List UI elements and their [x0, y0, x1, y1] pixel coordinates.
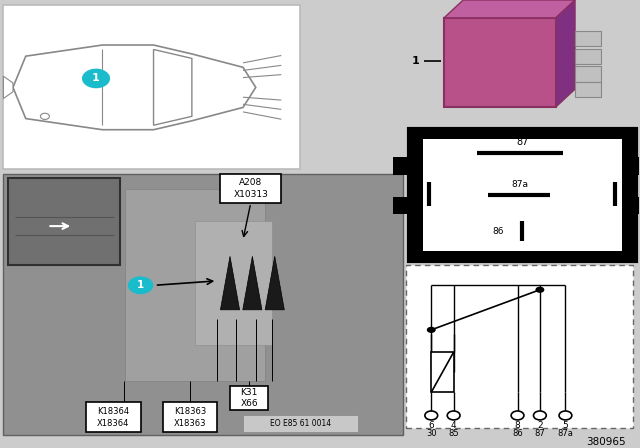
Bar: [575, 31, 600, 46]
Bar: [409, 129, 636, 261]
Bar: [575, 82, 600, 97]
Bar: [3, 5, 300, 169]
Text: X10313: X10313: [234, 190, 268, 199]
Text: X66: X66: [241, 399, 258, 408]
Circle shape: [425, 411, 438, 420]
Text: 1: 1: [92, 73, 100, 83]
Bar: [636, 197, 640, 215]
Bar: [406, 4, 636, 125]
Text: 87a: 87a: [511, 180, 529, 189]
Text: 6: 6: [428, 421, 434, 430]
Text: 87: 87: [516, 138, 529, 147]
Text: 85: 85: [625, 188, 637, 197]
Polygon shape: [220, 256, 239, 310]
Text: 5: 5: [563, 421, 568, 430]
Circle shape: [447, 411, 460, 420]
Text: K18364: K18364: [97, 407, 129, 416]
Text: 87a: 87a: [557, 429, 573, 438]
Text: 1: 1: [137, 280, 144, 290]
Bar: [220, 174, 281, 203]
Text: 4: 4: [451, 421, 456, 430]
Circle shape: [511, 411, 524, 420]
Text: K31: K31: [241, 388, 258, 397]
Bar: [444, 18, 556, 107]
Bar: [86, 402, 141, 432]
Bar: [243, 415, 358, 432]
Bar: [431, 352, 454, 392]
Bar: [393, 197, 409, 215]
Text: 85: 85: [448, 429, 459, 438]
Bar: [406, 265, 632, 428]
Polygon shape: [556, 0, 575, 107]
Text: 2: 2: [537, 421, 543, 430]
Text: 380965: 380965: [586, 437, 626, 447]
Text: 30: 30: [408, 188, 419, 197]
Bar: [163, 402, 217, 432]
Circle shape: [40, 113, 49, 120]
Text: 8: 8: [515, 421, 520, 430]
Text: K18363: K18363: [174, 407, 206, 416]
Text: A208: A208: [239, 178, 262, 187]
Polygon shape: [243, 256, 262, 310]
Text: X18363: X18363: [174, 419, 206, 428]
Circle shape: [536, 287, 545, 293]
Circle shape: [128, 276, 154, 294]
Circle shape: [82, 69, 110, 88]
Text: 86: 86: [493, 227, 504, 237]
Polygon shape: [154, 49, 192, 125]
Bar: [575, 66, 600, 82]
Bar: [8, 178, 120, 265]
Text: X18364: X18364: [97, 419, 129, 428]
Polygon shape: [13, 45, 256, 130]
Bar: [230, 386, 268, 410]
Text: 30: 30: [426, 429, 436, 438]
Polygon shape: [3, 76, 13, 99]
Bar: [636, 157, 640, 175]
Polygon shape: [444, 0, 575, 18]
Text: EO E85 61 0014: EO E85 61 0014: [269, 419, 331, 428]
Bar: [575, 48, 600, 64]
Circle shape: [559, 411, 572, 420]
Bar: [423, 139, 621, 251]
Bar: [3, 174, 403, 435]
Circle shape: [534, 411, 547, 420]
Bar: [125, 190, 265, 381]
Bar: [393, 157, 409, 175]
Text: 87: 87: [534, 429, 545, 438]
Circle shape: [427, 327, 436, 333]
Text: 86: 86: [512, 429, 523, 438]
Bar: [195, 221, 271, 345]
Polygon shape: [265, 256, 284, 310]
Text: 1: 1: [412, 56, 419, 65]
